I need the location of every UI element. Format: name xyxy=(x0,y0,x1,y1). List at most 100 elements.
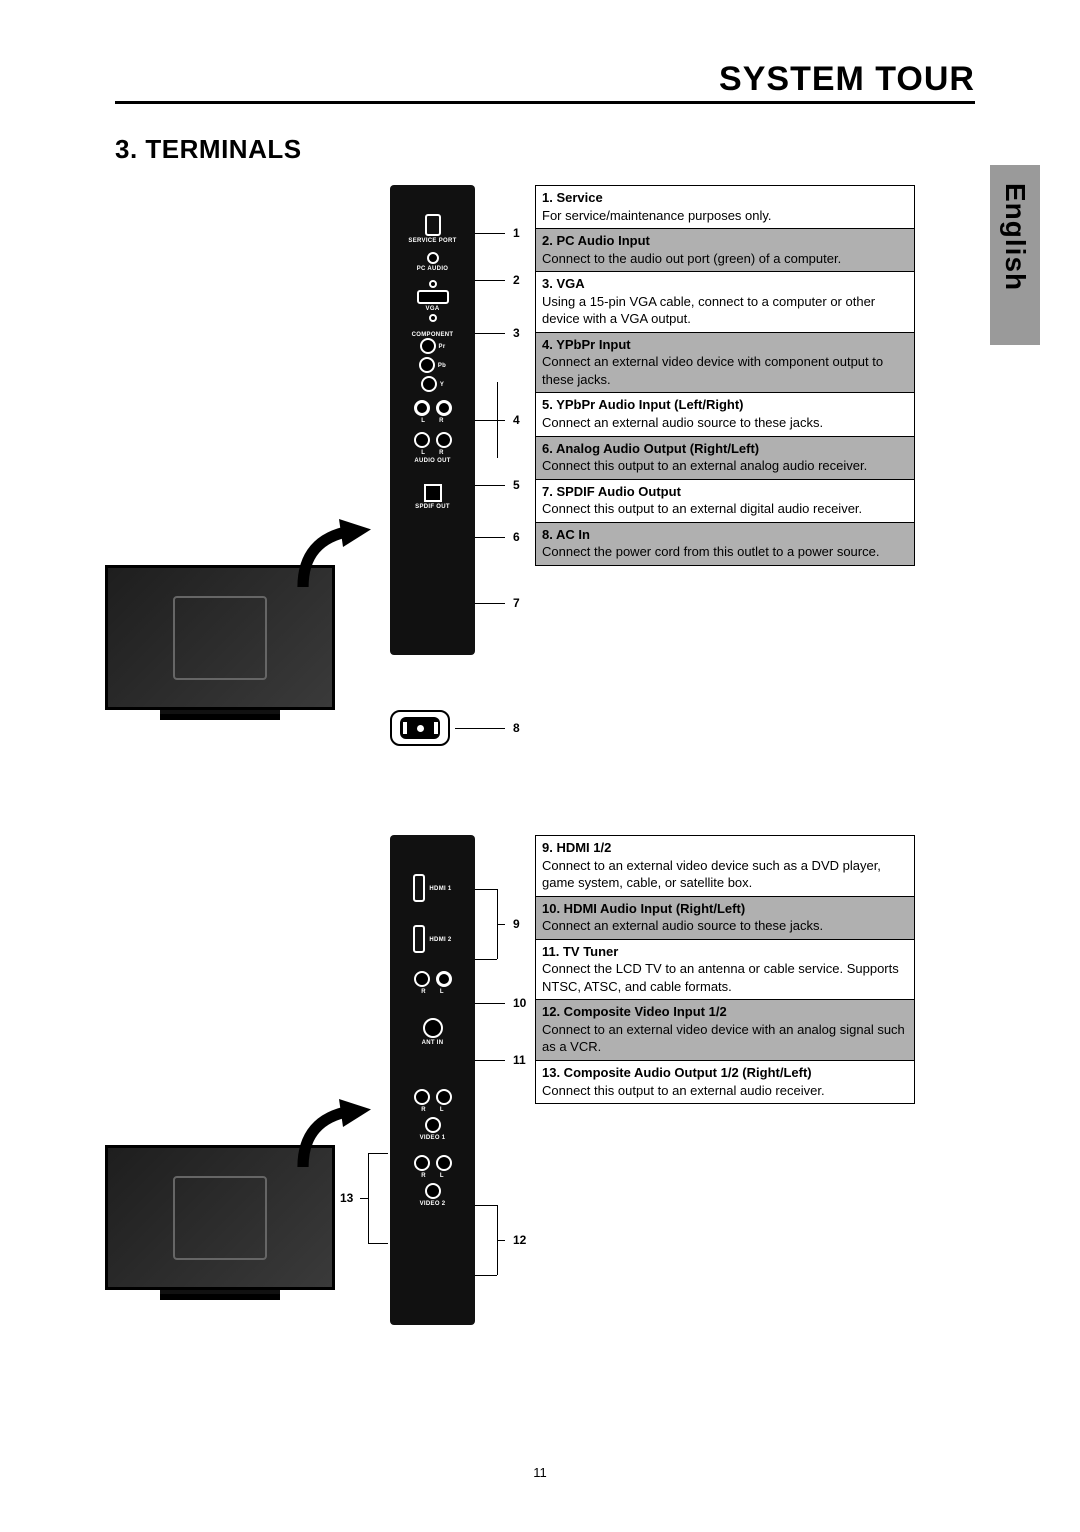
terminal-row-title: 12. Composite Video Input 1/2 xyxy=(542,1003,908,1021)
terminal-row: 7. SPDIF Audio OutputConnect this output… xyxy=(536,480,914,523)
port-label: SPDIF OUT xyxy=(415,504,450,510)
ac-pin xyxy=(403,722,407,734)
port-label: AUDIO OUT xyxy=(414,458,450,464)
leader-line xyxy=(455,728,505,729)
callout-number: 11 xyxy=(513,1053,526,1067)
port-video1: RL VIDEO 1 xyxy=(390,1085,475,1145)
ac-inlet-icon xyxy=(390,710,450,746)
jack-label: L xyxy=(421,450,425,456)
terminal-row-title: 2. PC Audio Input xyxy=(542,232,908,250)
section-title: 3. TERMINALS xyxy=(115,134,975,165)
callout-number: 3 xyxy=(513,326,520,340)
terminal-row: 11. TV TunerConnect the LCD TV to an ant… xyxy=(536,940,914,1001)
port-label: HDMI 1 xyxy=(429,886,451,892)
terminal-row: 8. AC InConnect the power cord from this… xyxy=(536,523,914,565)
terminal-row-title: 6. Analog Audio Output (Right/Left) xyxy=(542,440,908,458)
terminals-block-2: HDMI 1 HDMI 2 RL ANT IN xyxy=(115,835,975,1395)
jack-label: R xyxy=(439,450,444,456)
pb-jack-icon xyxy=(419,357,435,373)
zoom-arrow-icon xyxy=(295,515,375,595)
port-label: ANT IN xyxy=(422,1040,444,1046)
callout-number: 8 xyxy=(513,721,520,735)
leader-line xyxy=(497,1240,505,1241)
terminal-row-title: 3. VGA xyxy=(542,275,908,293)
audio-out-r-icon xyxy=(436,432,452,448)
terminal-row-title: 10. HDMI Audio Input (Right/Left) xyxy=(542,900,908,918)
port-ypbpr-audio: LR xyxy=(390,396,475,428)
terminal-row: 6. Analog Audio Output (Right/Left)Conne… xyxy=(536,437,914,480)
terminal-row-title: 5. YPbPr Audio Input (Left/Right) xyxy=(542,396,908,414)
terminal-row: 3. VGAUsing a 15-pin VGA cable, connect … xyxy=(536,272,914,333)
leader-line xyxy=(475,333,505,334)
terminal-row: 1. ServiceFor service/maintenance purpos… xyxy=(536,186,914,229)
callout-number: 6 xyxy=(513,530,520,544)
leader-line xyxy=(475,959,497,960)
ac-pin xyxy=(417,725,424,732)
jack-label: R xyxy=(439,418,444,424)
video-jack-icon xyxy=(425,1117,441,1133)
port-label: PC AUDIO xyxy=(417,266,449,272)
port-hdmi-audio: RL xyxy=(390,967,475,999)
callout-number: 9 xyxy=(513,917,520,931)
callout-number: 5 xyxy=(513,478,520,492)
port-label: VGA xyxy=(426,306,440,312)
leader-line xyxy=(475,537,505,538)
callout-number: 2 xyxy=(513,273,520,287)
audio-r-jack-icon xyxy=(414,971,430,987)
terminal-row-desc: Using a 15-pin VGA cable, connect to a c… xyxy=(542,293,908,328)
jack-label: L xyxy=(421,418,425,424)
hdmi-port-icon xyxy=(413,925,425,953)
terminal-row-desc: Connect this output to an external digit… xyxy=(542,500,908,518)
terminal-row-desc: Connect this output to an external audio… xyxy=(542,1082,908,1100)
terminals-block-1: SERVICE PORT PC AUDIO VGA COMPONENT Pr P… xyxy=(115,185,975,825)
port-hdmi1: HDMI 1 xyxy=(390,870,475,906)
header-title: SYSTEM TOUR xyxy=(115,60,975,99)
leader-line xyxy=(368,1153,388,1154)
terminal-table-2: 9. HDMI 1/2Connect to an external video … xyxy=(535,835,915,1104)
leader-line xyxy=(475,1060,505,1061)
terminal-row-title: 7. SPDIF Audio Output xyxy=(542,483,908,501)
port-label: SERVICE PORT xyxy=(408,238,456,244)
audio-l-jack-icon xyxy=(436,971,452,987)
jack-label: Pb xyxy=(438,363,446,369)
leader-line xyxy=(475,485,505,486)
leader-line xyxy=(475,233,505,234)
audio-l-jack-icon xyxy=(436,1089,452,1105)
jack-label: R xyxy=(421,989,426,995)
leader-line xyxy=(497,924,505,925)
leader-line xyxy=(368,1153,369,1243)
terminal-row-desc: Connect an external audio source to thes… xyxy=(542,414,908,432)
terminal-row: 10. HDMI Audio Input (Right/Left)Connect… xyxy=(536,897,914,940)
audio-r-jack-icon xyxy=(436,400,452,416)
vga-screw-icon xyxy=(429,314,437,322)
leader-line xyxy=(475,1003,505,1004)
leader-line xyxy=(475,889,497,890)
vga-screw-icon xyxy=(429,280,437,288)
jack-label: Pr xyxy=(439,344,446,350)
port-hdmi2: HDMI 2 xyxy=(390,921,475,957)
port-service: SERVICE PORT xyxy=(390,210,475,248)
terminal-row-desc: Connect to an external video device such… xyxy=(542,857,908,892)
port-spdif: SPDIF OUT xyxy=(390,480,475,514)
audio-l-jack-icon xyxy=(436,1155,452,1171)
spdif-port-icon xyxy=(424,484,442,502)
audio-l-jack-icon xyxy=(414,400,430,416)
port-component: COMPONENT Pr Pb Y xyxy=(390,326,475,396)
leader-line xyxy=(475,280,505,281)
terminal-row-title: 4. YPbPr Input xyxy=(542,336,908,354)
port-antenna: ANT IN xyxy=(390,1014,475,1050)
ac-inner xyxy=(400,717,440,739)
terminal-table-1: 1. ServiceFor service/maintenance purpos… xyxy=(535,185,915,566)
tv-stand xyxy=(160,710,280,720)
video-jack-icon xyxy=(425,1183,441,1199)
leader-line xyxy=(497,420,505,421)
terminal-row-desc: Connect to the audio out port (green) of… xyxy=(542,250,908,268)
page-header: SYSTEM TOUR xyxy=(115,60,975,104)
callout-number: 13 xyxy=(340,1191,353,1205)
leader-line xyxy=(368,1243,388,1244)
language-label: English xyxy=(999,183,1031,291)
pr-jack-icon xyxy=(420,338,436,354)
jack-label: L xyxy=(440,989,444,995)
language-tab: English xyxy=(990,165,1040,345)
jack-label: Y xyxy=(440,382,444,388)
